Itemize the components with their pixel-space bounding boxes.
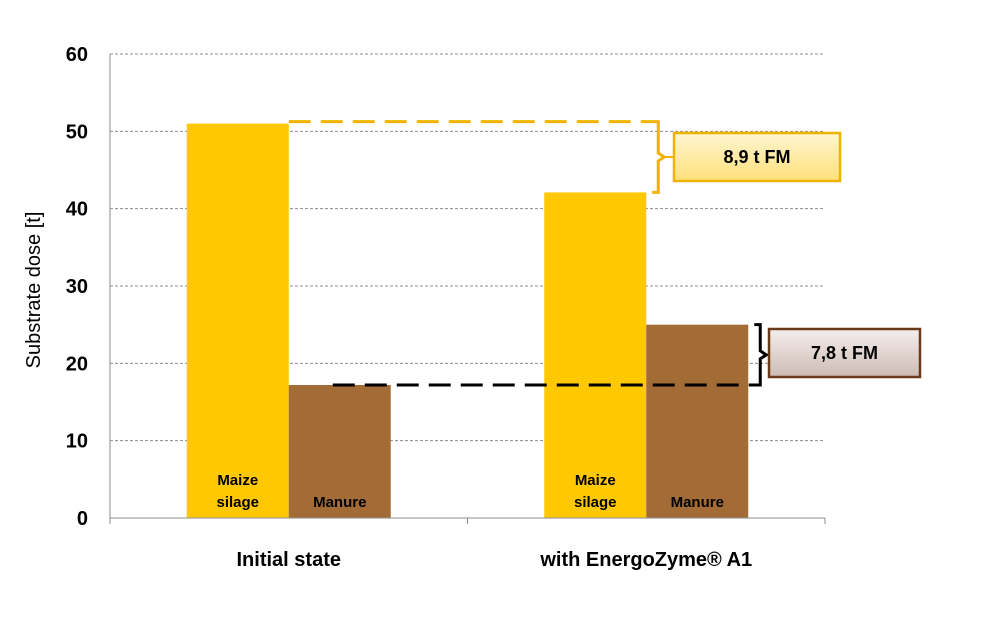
- x-category-label: with EnergoZyme® A1: [539, 549, 752, 571]
- y-tick-label: 40: [66, 199, 88, 221]
- bar-label: Manure: [671, 494, 724, 511]
- y-tick-label: 0: [77, 508, 88, 530]
- y-tick-label: 50: [66, 121, 88, 143]
- bar-label: Maize: [217, 472, 258, 489]
- callout-box: [672, 131, 842, 183]
- x-category-label: Initial state: [237, 549, 341, 571]
- y-tick-label: 30: [66, 276, 88, 298]
- bar: [288, 384, 391, 518]
- callout-box: [767, 327, 922, 379]
- bar-label: Manure: [313, 494, 366, 511]
- bar: [186, 123, 289, 518]
- y-tick-label: 60: [66, 44, 88, 66]
- callout-label: 7,8 t FM: [811, 343, 878, 363]
- difference-bracket: [754, 323, 769, 387]
- bar: [646, 324, 749, 518]
- bar: [544, 192, 647, 518]
- y-tick-label: 10: [66, 431, 88, 453]
- difference-bracket: [652, 120, 667, 194]
- y-tick-label: 20: [66, 353, 88, 375]
- callout-label: 8,9 t FM: [723, 147, 790, 167]
- bar-label: silage: [574, 494, 617, 511]
- bar-label: silage: [216, 494, 259, 511]
- bar-label: Maize: [575, 472, 616, 489]
- y-axis-label: Substrate dose [t]: [23, 212, 45, 369]
